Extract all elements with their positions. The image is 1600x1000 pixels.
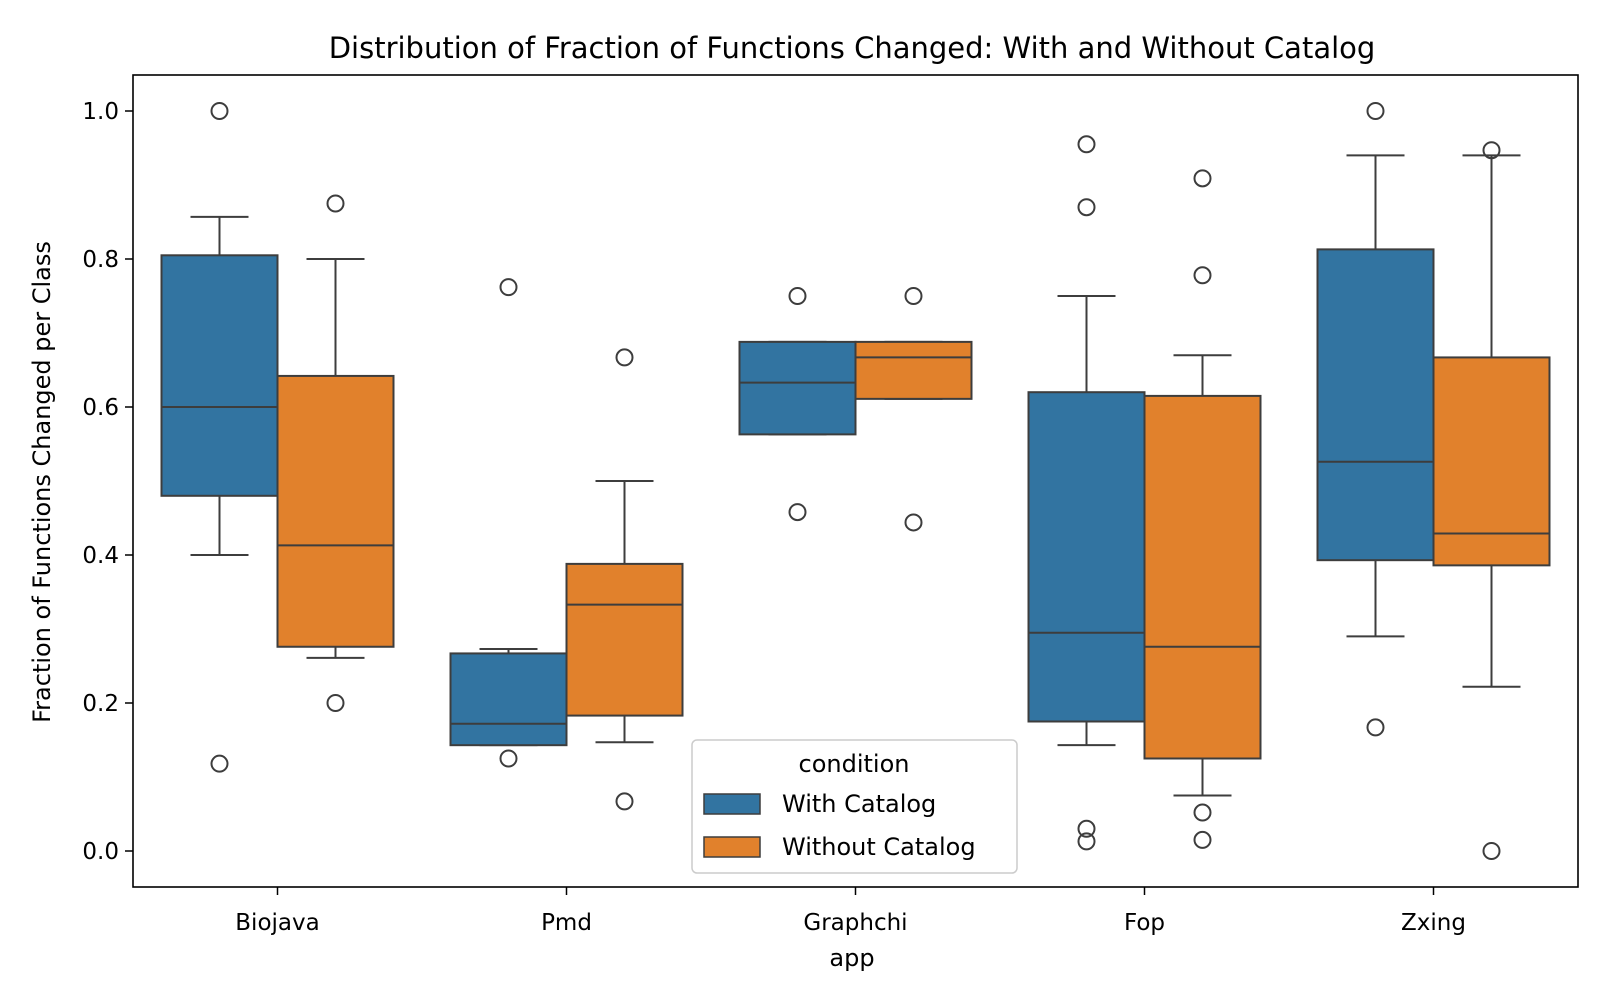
- x-axis: Biojava Pmd Graphchi Fop Zxing: [235, 887, 1466, 936]
- x-tick-label: Biojava: [235, 910, 319, 936]
- y-tick-label: 1.0: [82, 99, 119, 125]
- axes-frame: [132, 74, 1579, 888]
- outlier-point: [788, 503, 807, 522]
- legend-label-with-catalog: With Catalog: [782, 790, 936, 818]
- box-body: [449, 652, 568, 747]
- box-pmd-with-catalog: [449, 278, 568, 768]
- box-body: [854, 340, 973, 400]
- outlier-point: [499, 278, 518, 297]
- x-tick-label: Fop: [1124, 910, 1165, 936]
- outlier-point: [1077, 832, 1096, 851]
- outlier-point: [1077, 198, 1096, 217]
- box-body: [276, 374, 395, 648]
- outlier-point: [904, 513, 923, 532]
- box-graphchi-with-catalog: [738, 287, 857, 522]
- x-axis-label: app: [829, 944, 874, 972]
- box-fop-with-catalog: [1027, 135, 1146, 851]
- box-pmd-without-catalog: [565, 348, 684, 811]
- y-tick-label: 0.0: [82, 839, 119, 865]
- box-body: [565, 562, 684, 717]
- legend-swatch-without-catalog: [703, 836, 761, 858]
- outlier-point: [1193, 830, 1212, 849]
- outlier-point: [326, 694, 345, 712]
- outlier-point: [1193, 803, 1212, 822]
- outlier-point: [788, 287, 807, 305]
- outlier-point: [1077, 135, 1096, 154]
- outlier-point: [1366, 102, 1385, 120]
- x-tick-label: Pmd: [541, 910, 592, 936]
- outlier-point: [1193, 266, 1212, 285]
- y-axis: 0.0 0.2 0.4 0.6 0.8 1.0: [82, 99, 133, 865]
- box-zxing-with-catalog: [1316, 102, 1435, 737]
- chart-title: Distribution of Fraction of Functions Ch…: [329, 31, 1376, 65]
- box-fop-without-catalog: [1143, 169, 1262, 849]
- outlier-point: [326, 194, 345, 213]
- box-body: [1316, 248, 1435, 562]
- x-tick-label: Graphchi: [803, 910, 907, 936]
- y-tick-label: 0.2: [82, 691, 119, 717]
- outlier-point: [210, 754, 229, 773]
- outlier-point: [1077, 819, 1096, 838]
- outlier-point: [210, 102, 229, 120]
- outlier-point: [615, 348, 634, 367]
- outlier-point: [904, 287, 923, 305]
- outlier-point: [1482, 141, 1501, 160]
- outlier-point: [1482, 842, 1501, 860]
- outlier-point: [1366, 718, 1385, 737]
- outlier-point: [1193, 169, 1212, 188]
- box-graphchi-without-catalog: [854, 287, 973, 532]
- box-body: [738, 340, 857, 436]
- legend-frame: [691, 739, 1018, 874]
- outlier-point: [615, 792, 634, 811]
- box-zxing-without-catalog: [1432, 141, 1551, 860]
- y-tick-label: 0.6: [82, 395, 119, 421]
- legend-title: condition: [799, 750, 910, 778]
- outlier-point: [499, 749, 518, 768]
- box-body: [1143, 394, 1262, 760]
- box-body: [1027, 391, 1146, 723]
- box-body: [160, 254, 279, 497]
- legend-swatch-with-catalog: [703, 793, 761, 815]
- plot-area: [160, 102, 1551, 860]
- y-tick-label: 0.8: [82, 247, 119, 273]
- box-biojava-without-catalog: [276, 194, 395, 712]
- legend-label-without-catalog: Without Catalog: [782, 833, 976, 861]
- legend: condition With Catalog Without Catalog: [691, 739, 1018, 874]
- y-tick-label: 0.4: [82, 543, 119, 569]
- x-tick-label: Zxing: [1401, 910, 1466, 936]
- y-axis-label: Fraction of Functions Changed per Class: [28, 241, 56, 723]
- box-biojava-with-catalog: [160, 102, 279, 773]
- box-body: [1432, 356, 1551, 567]
